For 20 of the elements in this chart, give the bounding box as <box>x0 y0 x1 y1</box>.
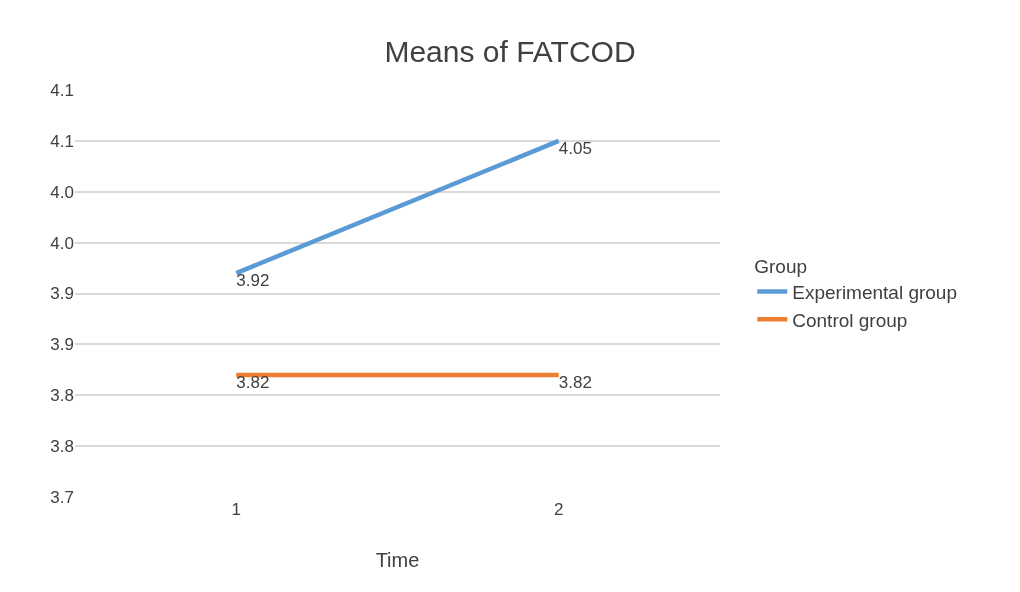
legend-label: Experimental group <box>792 281 958 303</box>
data-label: 3.92 <box>236 270 270 290</box>
y-tick-label: 4.1 <box>50 131 74 151</box>
x-tick-label: 1 <box>231 500 241 519</box>
y-tick-label: 3.7 <box>50 487 74 507</box>
y-tick-label: 4.1 <box>50 80 74 100</box>
y-tick-label: 3.9 <box>50 284 74 304</box>
data-label: 3.82 <box>236 372 270 392</box>
legend-title: Group <box>754 255 808 277</box>
legend-label: Control group <box>792 309 908 331</box>
x-tick-label: 2 <box>554 500 564 519</box>
y-tick-label: 4.0 <box>50 233 74 253</box>
y-tick-label: 3.8 <box>50 437 74 457</box>
y-tick-label: 3.8 <box>50 386 74 406</box>
chart-title: Means of FATCOD <box>384 35 636 69</box>
data-label: 3.82 <box>558 372 592 392</box>
data-label: 4.05 <box>558 138 592 158</box>
x-axis-title: Time <box>375 549 420 571</box>
y-tick-label: 3.9 <box>50 335 74 355</box>
y-tick-label: 4.0 <box>50 182 74 202</box>
